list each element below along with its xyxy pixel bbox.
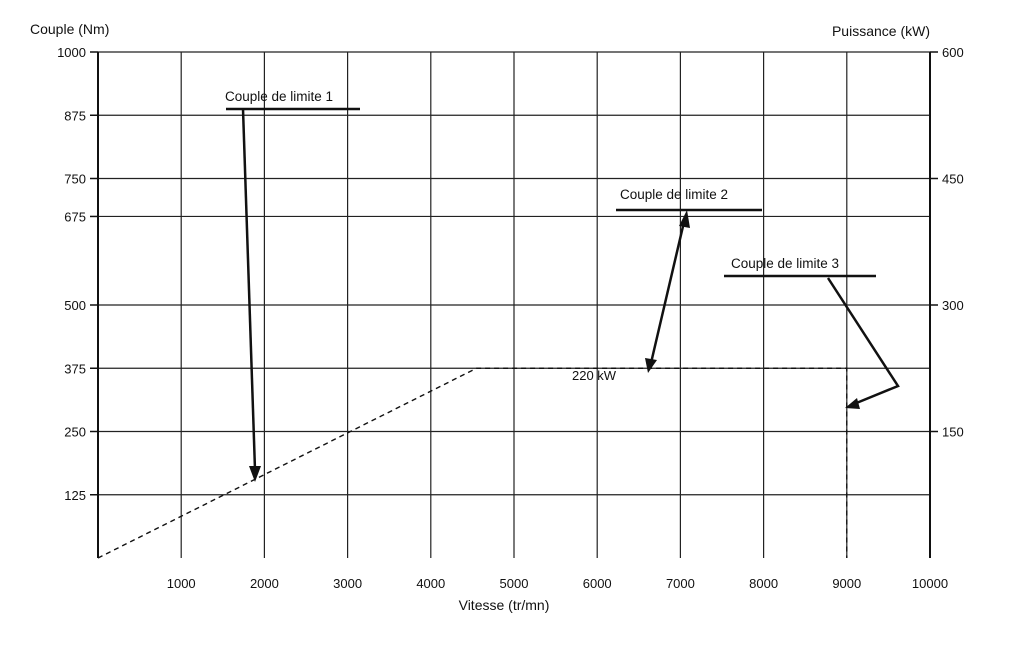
callout-couple-limite-3: Couple de limite 3 (724, 256, 900, 409)
y-left-tick-label: 125 (64, 488, 86, 503)
series (97, 367, 848, 559)
x-tick-label: 9000 (832, 576, 861, 591)
y-left-tick-label: 500 (64, 298, 86, 313)
tick-labels: 125 250 375 500 675 750 875 1000 150 300 450 600 100… (57, 45, 964, 591)
x-tick-label: 5000 (500, 576, 529, 591)
x-tick-label: 3000 (333, 576, 362, 591)
y-right-tick-label: 600 (942, 45, 964, 60)
x-tick-label: 2000 (250, 576, 279, 591)
callout-3-arrowhead (845, 398, 860, 409)
y-left-tick-label: 875 (64, 108, 86, 123)
y-left-axis-title: Couple (Nm) (30, 21, 109, 37)
y-right-tick-label: 150 (942, 425, 964, 440)
y-left-tick-label: 1000 (57, 45, 86, 60)
callout-2-arrowhead-top (679, 210, 690, 228)
callout-2-arrowhead-bottom (645, 358, 657, 373)
callout-2-label: Couple de limite 2 (620, 187, 728, 202)
x-tick-label: 4000 (416, 576, 445, 591)
y-right-tick-label: 450 (942, 172, 964, 187)
callout-1-label: Couple de limite 1 (225, 89, 333, 104)
callout-3-label: Couple de limite 3 (731, 256, 839, 271)
y-left-tick-label: 675 (64, 209, 86, 224)
x-tick-label: 10000 (912, 576, 948, 591)
callout-2-leader (649, 221, 686, 364)
x-tick-label: 8000 (749, 576, 778, 591)
x-tick-label: 6000 (583, 576, 612, 591)
y-left-tick-label: 750 (64, 172, 86, 187)
callout-1-arrowhead (249, 466, 261, 482)
y-left-tick-label: 375 (64, 361, 86, 376)
callout-couple-limite-1: Couple de limite 1 (225, 89, 360, 482)
callout-1-leader (241, 108, 257, 471)
series-line-220kw (97, 367, 848, 559)
callout-couple-limite-2: Couple de limite 2 (616, 187, 762, 373)
y-right-axis-title: Puissance (kW) (832, 23, 930, 39)
x-axis-title: Vitesse (tr/mn) (459, 597, 550, 613)
x-tick-label: 1000 (167, 576, 196, 591)
y-left-tick-label: 250 (64, 425, 86, 440)
callout-3-leader (826, 277, 900, 406)
grid (98, 51, 930, 558)
x-tick-label: 7000 (666, 576, 695, 591)
y-right-tick-label: 300 (942, 298, 964, 313)
curve-label-220kw: 220 kW (572, 368, 617, 383)
